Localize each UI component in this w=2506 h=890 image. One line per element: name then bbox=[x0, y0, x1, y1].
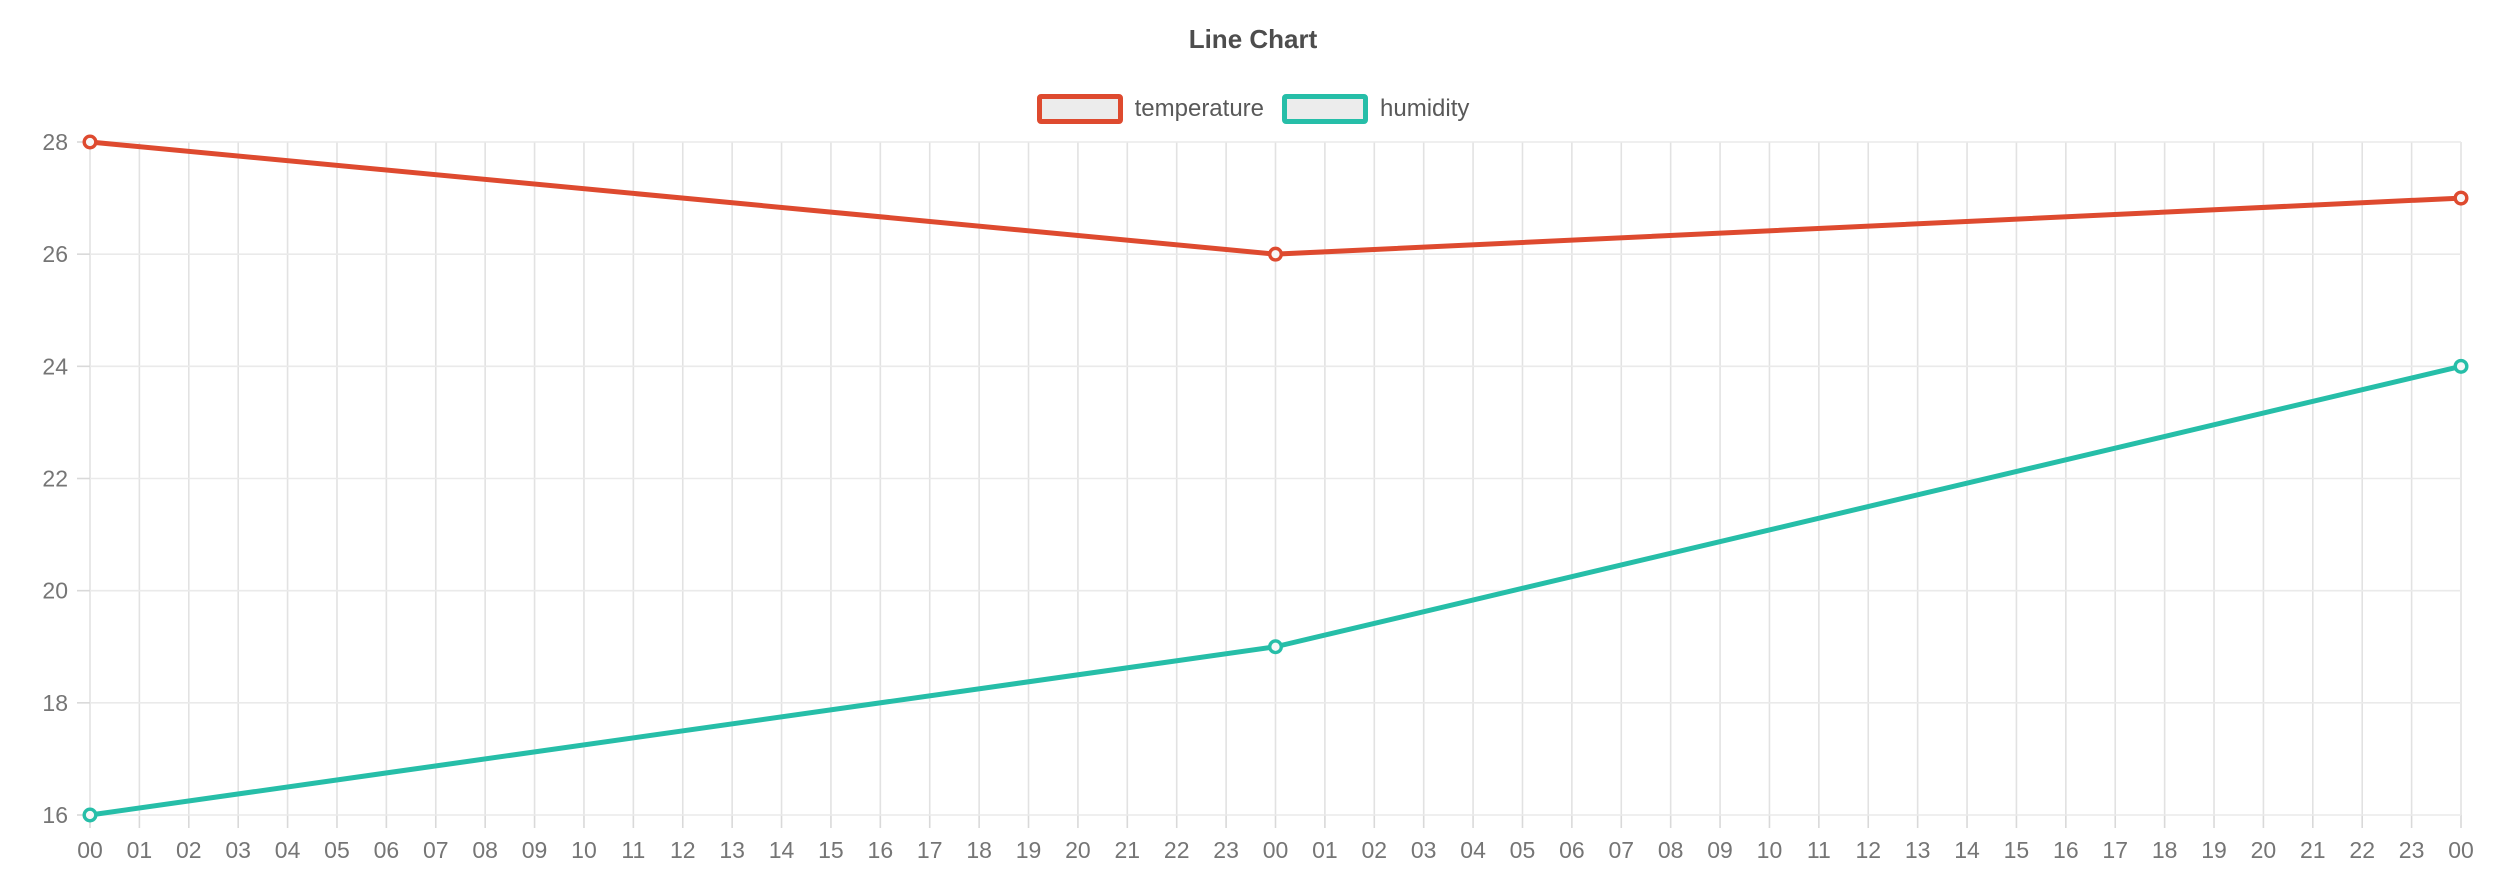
svg-text:21: 21 bbox=[1115, 837, 1141, 863]
svg-text:13: 13 bbox=[1905, 837, 1931, 863]
humidity-data-point bbox=[1267, 639, 1283, 655]
svg-text:05: 05 bbox=[324, 837, 350, 863]
y-axis-ticks bbox=[77, 141, 90, 816]
svg-text:18: 18 bbox=[42, 690, 68, 716]
svg-text:23: 23 bbox=[2399, 837, 2425, 863]
svg-text:23: 23 bbox=[1213, 837, 1239, 863]
svg-text:01: 01 bbox=[1312, 837, 1338, 863]
svg-text:06: 06 bbox=[374, 837, 400, 863]
svg-text:20: 20 bbox=[42, 578, 68, 604]
svg-text:12: 12 bbox=[1855, 837, 1881, 863]
svg-text:09: 09 bbox=[1707, 837, 1733, 863]
svg-text:22: 22 bbox=[1164, 837, 1190, 863]
svg-text:00: 00 bbox=[77, 837, 103, 863]
svg-text:18: 18 bbox=[966, 837, 992, 863]
svg-text:14: 14 bbox=[769, 837, 795, 863]
chart-title: Line Chart bbox=[1188, 24, 1318, 54]
svg-text:28: 28 bbox=[42, 129, 68, 155]
humidity-line-series bbox=[82, 358, 2469, 823]
svg-text:03: 03 bbox=[225, 837, 251, 863]
svg-text:21: 21 bbox=[2300, 837, 2326, 863]
svg-text:14: 14 bbox=[1954, 837, 1980, 863]
humidity-legend-marker bbox=[1282, 94, 1369, 124]
svg-text:12: 12 bbox=[670, 837, 696, 863]
svg-text:07: 07 bbox=[423, 837, 449, 863]
svg-text:17: 17 bbox=[2102, 837, 2128, 863]
x-axis-ticks bbox=[89, 815, 2462, 828]
temperature-data-point bbox=[2453, 190, 2469, 206]
svg-text:18: 18 bbox=[2152, 837, 2178, 863]
svg-text:19: 19 bbox=[2201, 837, 2227, 863]
temperature-data-point bbox=[82, 134, 98, 150]
svg-text:06: 06 bbox=[1559, 837, 1585, 863]
svg-text:02: 02 bbox=[176, 837, 202, 863]
svg-text:05: 05 bbox=[1510, 837, 1536, 863]
svg-text:03: 03 bbox=[1411, 837, 1437, 863]
svg-text:01: 01 bbox=[127, 837, 153, 863]
svg-text:16: 16 bbox=[868, 837, 894, 863]
humidity-data-point bbox=[2453, 358, 2469, 374]
svg-text:02: 02 bbox=[1361, 837, 1387, 863]
svg-text:08: 08 bbox=[472, 837, 498, 863]
svg-text:22: 22 bbox=[2349, 837, 2375, 863]
temperature-data-point bbox=[1267, 246, 1283, 262]
svg-text:16: 16 bbox=[42, 802, 68, 828]
svg-text:10: 10 bbox=[1757, 837, 1783, 863]
svg-text:16: 16 bbox=[2053, 837, 2079, 863]
x-axis-labels: 00 01 02 03 04 05 06 07 08 09 10 11 12 13 14 15 16 17 18 19… bbox=[77, 837, 2474, 863]
svg-text:00: 00 bbox=[1263, 837, 1289, 863]
svg-text:11: 11 bbox=[621, 837, 645, 863]
svg-text:04: 04 bbox=[1460, 837, 1486, 863]
svg-text:22: 22 bbox=[42, 466, 68, 492]
svg-text:26: 26 bbox=[42, 241, 68, 267]
svg-text:04: 04 bbox=[275, 837, 301, 863]
svg-text:19: 19 bbox=[1016, 837, 1042, 863]
svg-text:20: 20 bbox=[1065, 837, 1091, 863]
svg-text:17: 17 bbox=[917, 837, 943, 863]
temperature-line-series bbox=[82, 134, 2469, 262]
svg-text:13: 13 bbox=[719, 837, 745, 863]
humidity-legend-label: humidity bbox=[1380, 95, 1470, 122]
y-axis-labels: 16 18 20 22 24 26 28 bbox=[42, 129, 68, 828]
temperature-legend-label: temperature bbox=[1134, 95, 1265, 122]
svg-text:11: 11 bbox=[1807, 837, 1831, 863]
svg-text:07: 07 bbox=[1608, 837, 1634, 863]
svg-text:00: 00 bbox=[2448, 837, 2474, 863]
svg-text:10: 10 bbox=[571, 837, 597, 863]
legend-item-humidity[interactable]: humidity bbox=[1282, 94, 1469, 124]
legend-item-temperature[interactable]: temperature bbox=[1036, 94, 1265, 124]
svg-text:15: 15 bbox=[2004, 837, 2030, 863]
humidity-data-point bbox=[82, 807, 98, 823]
svg-text:24: 24 bbox=[42, 353, 68, 379]
chart-legend: temperature humidity bbox=[0, 94, 2506, 124]
svg-text:20: 20 bbox=[2251, 837, 2277, 863]
svg-text:15: 15 bbox=[818, 837, 844, 863]
svg-text:08: 08 bbox=[1658, 837, 1684, 863]
svg-text:09: 09 bbox=[522, 837, 548, 863]
temperature-legend-marker bbox=[1036, 94, 1123, 124]
